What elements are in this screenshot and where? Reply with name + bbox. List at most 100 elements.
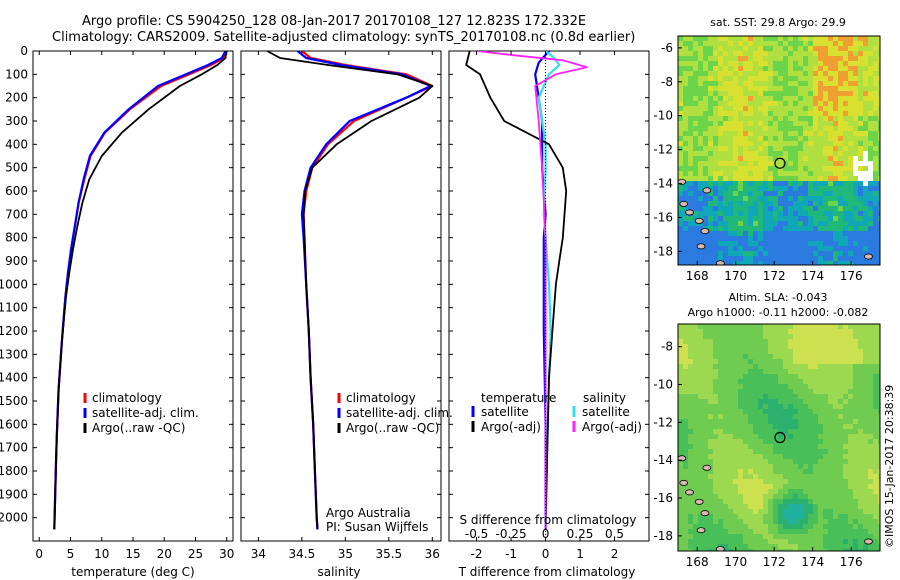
map-cell — [768, 156, 774, 162]
map-cell — [813, 424, 819, 430]
map-cell — [708, 126, 714, 132]
map-cell — [873, 354, 879, 360]
map-cell — [808, 539, 814, 545]
map-cell — [858, 261, 864, 265]
map-cell — [828, 131, 834, 137]
map-cell — [798, 469, 804, 475]
map-cell — [768, 136, 774, 142]
map-cell — [768, 339, 774, 345]
map-cell — [703, 96, 709, 102]
map-cell — [683, 146, 689, 152]
map-cell — [813, 86, 819, 92]
map-cell — [798, 231, 804, 237]
map-cell — [708, 459, 714, 465]
map-cell — [838, 241, 844, 247]
map-cell — [743, 196, 749, 202]
map-cell — [798, 196, 804, 202]
map-cell — [788, 454, 794, 460]
map-cell — [683, 231, 689, 237]
map-cell — [708, 141, 714, 147]
map-cell — [733, 519, 739, 525]
map-cell — [848, 226, 854, 232]
map-cell — [798, 489, 804, 495]
map-cell — [783, 236, 789, 242]
map-cell — [803, 171, 809, 177]
map-cell — [868, 504, 874, 510]
map-cell — [758, 459, 764, 465]
map-cell — [753, 369, 759, 375]
map-cell — [768, 56, 774, 62]
map-cell — [803, 36, 809, 42]
map-cell — [863, 146, 869, 152]
map-cell — [688, 196, 694, 202]
map-cell — [688, 106, 694, 112]
map-cell — [718, 131, 724, 137]
map-cell — [798, 529, 804, 535]
map-cell — [808, 156, 814, 162]
map-cell — [798, 191, 804, 197]
map-cell — [713, 136, 719, 142]
map-cell — [773, 344, 779, 350]
map-cell — [833, 71, 839, 77]
map-cell — [683, 126, 689, 132]
map-cell — [728, 404, 734, 410]
map-cell — [713, 494, 719, 500]
legend-sal-argo: Argo(-adj) — [582, 420, 642, 434]
map-cell — [713, 499, 719, 505]
map-cell — [858, 389, 864, 395]
map-cell — [813, 374, 819, 380]
map-cell — [713, 181, 719, 187]
map-cell — [823, 539, 829, 545]
map-cell — [738, 156, 744, 162]
map-cell — [678, 216, 684, 222]
map-cell — [698, 126, 704, 132]
map-cell — [768, 101, 774, 107]
map-cell — [733, 439, 739, 445]
map-cell — [788, 379, 794, 385]
map-cell — [738, 206, 744, 212]
map-cell — [733, 211, 739, 217]
map-cell — [763, 66, 769, 72]
map-cell — [753, 191, 759, 197]
map-cell — [778, 324, 784, 330]
map-cell — [693, 404, 699, 410]
longitude-tick-label: 172 — [763, 269, 786, 283]
map-cell — [843, 329, 849, 335]
map-cell — [808, 171, 814, 177]
map-cell — [798, 419, 804, 425]
map-cell — [678, 444, 684, 450]
map-cell — [793, 176, 799, 182]
map-cell — [828, 514, 834, 520]
map-cell — [738, 216, 744, 222]
map-cell — [793, 344, 799, 350]
map-cell — [748, 206, 754, 212]
map-cell — [733, 56, 739, 62]
map-cell — [793, 91, 799, 97]
map-cell — [768, 404, 774, 410]
longitude-tick-label: 168 — [686, 269, 709, 283]
map-cell — [858, 206, 864, 212]
depth-tick-label: 200 — [5, 91, 28, 105]
map-cell — [863, 499, 869, 505]
map-cell — [708, 256, 714, 262]
map-cell — [823, 374, 829, 380]
map-cell — [803, 474, 809, 480]
map-cell — [768, 369, 774, 375]
map-cell — [683, 369, 689, 375]
map-cell — [718, 206, 724, 212]
legend-temp-argo: Argo(-adj) — [481, 420, 541, 434]
map-cell — [768, 51, 774, 57]
map-cell — [788, 404, 794, 410]
map-cell — [773, 504, 779, 510]
map-cell — [763, 91, 769, 97]
map-cell — [683, 86, 689, 92]
map-cell — [743, 539, 749, 545]
map-cell — [683, 389, 689, 395]
map-cell — [683, 484, 689, 490]
map-cell — [748, 444, 754, 450]
map-cell — [843, 161, 849, 167]
map-cell — [713, 251, 719, 257]
salinity-difference-tick-label: 0.25 — [567, 527, 594, 541]
map-cell — [823, 101, 829, 107]
map-cell — [683, 374, 689, 380]
